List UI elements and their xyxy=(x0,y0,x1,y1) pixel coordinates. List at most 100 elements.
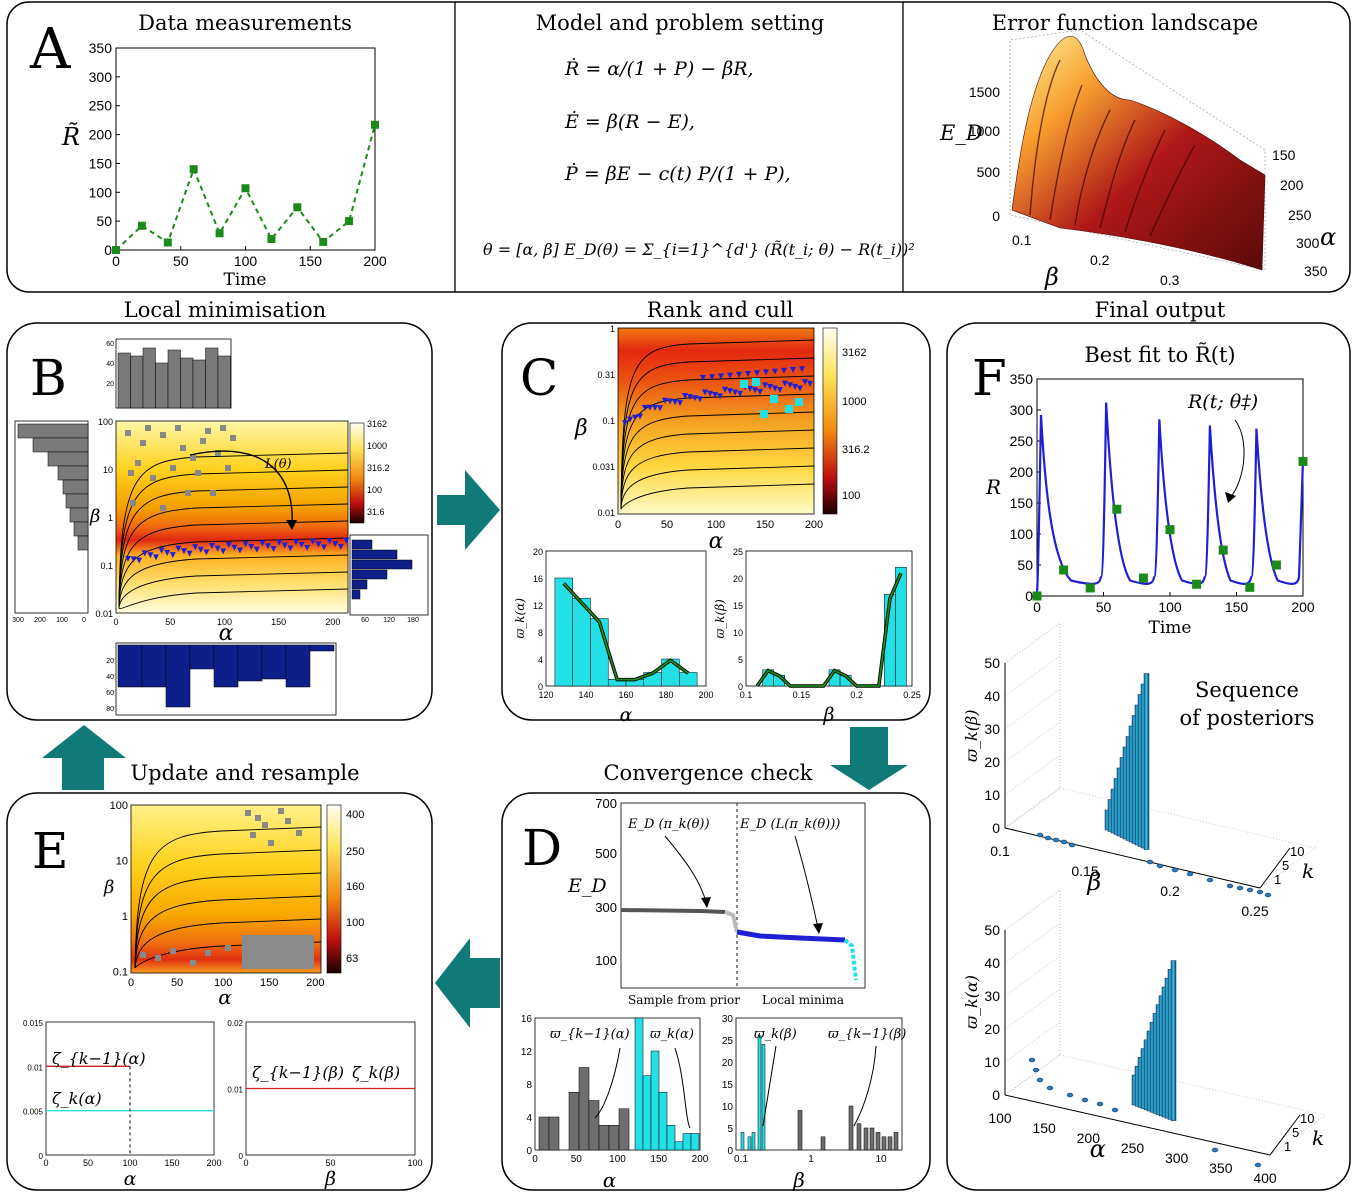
d-beta-prev-bar xyxy=(849,1106,853,1150)
d-beta-hist-x-tick: 1 xyxy=(808,1154,814,1165)
c-x-tick-label: 150 xyxy=(756,519,774,531)
panel-letter-e: E xyxy=(32,822,69,880)
c-x-tick-label: 50 xyxy=(661,519,673,531)
d-y-tick-label: 500 xyxy=(595,846,617,861)
e-prior-alpha-cur-label: ζ_k(α) xyxy=(52,1089,102,1108)
e-prior-beta-y-tick: 0.02 xyxy=(227,1019,243,1028)
f-beta-posterior-3d: 504030201000.10.150.20.251051 kϖ_k(β)β xyxy=(962,623,1315,919)
f3d-z-tick: 50 xyxy=(984,655,1000,671)
b-gray-sample xyxy=(125,430,131,436)
b-gray-sample xyxy=(225,465,231,471)
d-beta-hist-x-tick: 0.1 xyxy=(734,1154,748,1165)
f3d-z-tick: 30 xyxy=(984,721,1000,737)
f3d-k-label: k xyxy=(1302,859,1314,883)
e-prior-alpha-x-tick: 150 xyxy=(164,1158,179,1168)
panel-letter-f: F xyxy=(972,349,1007,407)
f3d-k-tick: 10 xyxy=(1290,844,1304,859)
f3d-z-tick: 20 xyxy=(984,1021,1000,1037)
b-left-hist-bar xyxy=(48,452,88,466)
f-y-tick-label: 150 xyxy=(1010,495,1034,511)
f-data-point xyxy=(1272,561,1281,570)
d-beta-hist-y-tick: 25 xyxy=(722,1036,734,1047)
c-beta-histogram: 25 20 15 10 5 00.1 0.15 0.2 0.25 β ϖ_k(β) xyxy=(713,547,921,726)
f3d-x-label: α xyxy=(1090,1135,1106,1163)
c-cyan-survivor xyxy=(770,395,778,403)
b-top-hist-bar xyxy=(181,358,194,408)
hist-x-tick-label: 180 xyxy=(658,690,673,700)
landscape-alpha-tick: 350 xyxy=(1304,263,1328,279)
d-beta-annot-prev: ϖ_{k−1}(β) xyxy=(828,1027,906,1042)
f3d-small-bar xyxy=(1247,888,1253,892)
y-tick-label: 50 xyxy=(96,213,112,229)
b-left-hist-bar xyxy=(33,438,88,452)
data-point xyxy=(138,222,146,230)
panel-letter-a: A xyxy=(29,17,71,82)
f-data-point xyxy=(1139,574,1148,583)
landscape-z-tick: 0 xyxy=(992,208,1000,224)
f-y-tick-label: 0 xyxy=(1025,588,1033,604)
f3d-z-tick: 0 xyxy=(992,820,1000,836)
b-gray-sample xyxy=(145,425,151,431)
f-x-tick-label: 200 xyxy=(1291,599,1315,615)
panel-e: Update and resample E 1001010.1 0 50 100 15… xyxy=(7,761,432,1190)
b-top-hist-bar xyxy=(218,356,231,408)
b-top-hist-bar xyxy=(143,348,156,408)
b-gray-sample xyxy=(160,432,166,438)
f3d-small-bar xyxy=(1212,1148,1218,1152)
f3d-x-tick: 250 xyxy=(1121,1140,1145,1156)
b-left-histogram: 300 200 100 0 xyxy=(12,421,88,624)
b-left-hist-bar xyxy=(70,508,88,522)
hist-y-tick-label: 8 xyxy=(538,628,543,638)
f3d-back-wall xyxy=(1005,890,1060,1095)
d-beta-prev-bar xyxy=(857,1124,861,1150)
f-subtitle: Best fit to R̃(t) xyxy=(1084,343,1235,367)
hist-x-tick-label: 0.25 xyxy=(903,690,921,700)
f3d-small-bar xyxy=(1255,1163,1261,1167)
d-alpha-hist-x-tick: 150 xyxy=(650,1154,667,1165)
b-bottom-hist-bar xyxy=(118,645,142,687)
d-alpha-hist-x-tick: 200 xyxy=(692,1154,709,1165)
d-beta-hist-y-tick: 0 xyxy=(727,1146,733,1157)
b-left-hist-bar xyxy=(18,424,88,438)
d-alpha-prev-bar xyxy=(599,1125,609,1150)
equation-e: Ė = β(R − E), xyxy=(564,110,695,133)
b-curve-label: L(θ) xyxy=(264,457,292,472)
e-prior-beta-prev-label: ζ_{k−1}(β) xyxy=(252,1063,344,1082)
d-alpha-prev-bar xyxy=(609,1125,619,1150)
f3d-x-tick: 300 xyxy=(1165,1150,1189,1166)
d-alpha-cur-bar xyxy=(651,1051,659,1150)
e-x-tick-label: 50 xyxy=(171,977,183,989)
data-point xyxy=(216,229,224,237)
d-alpha-annot-cur: ϖ_k(α) xyxy=(650,1027,694,1042)
d-y-tick-label: 300 xyxy=(595,900,617,915)
f3d-z-tick: 10 xyxy=(984,1054,1000,1070)
b-top-hist-tick: 20 xyxy=(106,381,114,388)
f3d-small-bar xyxy=(1187,872,1193,876)
landscape-beta-label: β xyxy=(1044,263,1059,291)
d-beta-prev-bar xyxy=(821,1137,825,1150)
b-bottom-hist-bar xyxy=(190,645,214,669)
flow-arrow-b-to-c-icon xyxy=(437,470,500,550)
b-right-histogram: 60 120 180 xyxy=(350,535,428,624)
b-top-hist-tick: 40 xyxy=(106,361,114,368)
b-right-hist-tick: 60 xyxy=(361,617,369,624)
d-beta-prev-bar xyxy=(894,1132,898,1150)
e-gray-sample xyxy=(170,948,176,954)
y-tick-label: 150 xyxy=(89,155,113,171)
hist-y-tick-label: 10 xyxy=(733,628,743,638)
d-beta-prev-bar xyxy=(882,1137,886,1150)
b-right-hist-tick: 180 xyxy=(407,617,419,624)
d-alpha-prev-bar xyxy=(549,1117,559,1150)
b-top-hist-bar xyxy=(118,353,131,408)
f-x-tick-label: 100 xyxy=(1158,599,1182,615)
b-gray-sample xyxy=(135,460,141,466)
f3d-small-bar xyxy=(1029,1058,1035,1062)
c-heatmap: 10.310.10.0310.01 0 50 100 150 200 α β xyxy=(574,324,823,554)
b-left-hist-bar xyxy=(58,466,88,480)
data-measurements-title: Data measurements xyxy=(138,11,352,35)
b-right-hist-bar xyxy=(352,560,412,569)
c-colorbar-tick-label: 1000 xyxy=(842,396,866,408)
seq-label-2: of posteriors xyxy=(1179,706,1314,730)
f3d-x-tick: 350 xyxy=(1209,1160,1233,1176)
hist-x-tick-label: 0.1 xyxy=(740,690,753,700)
